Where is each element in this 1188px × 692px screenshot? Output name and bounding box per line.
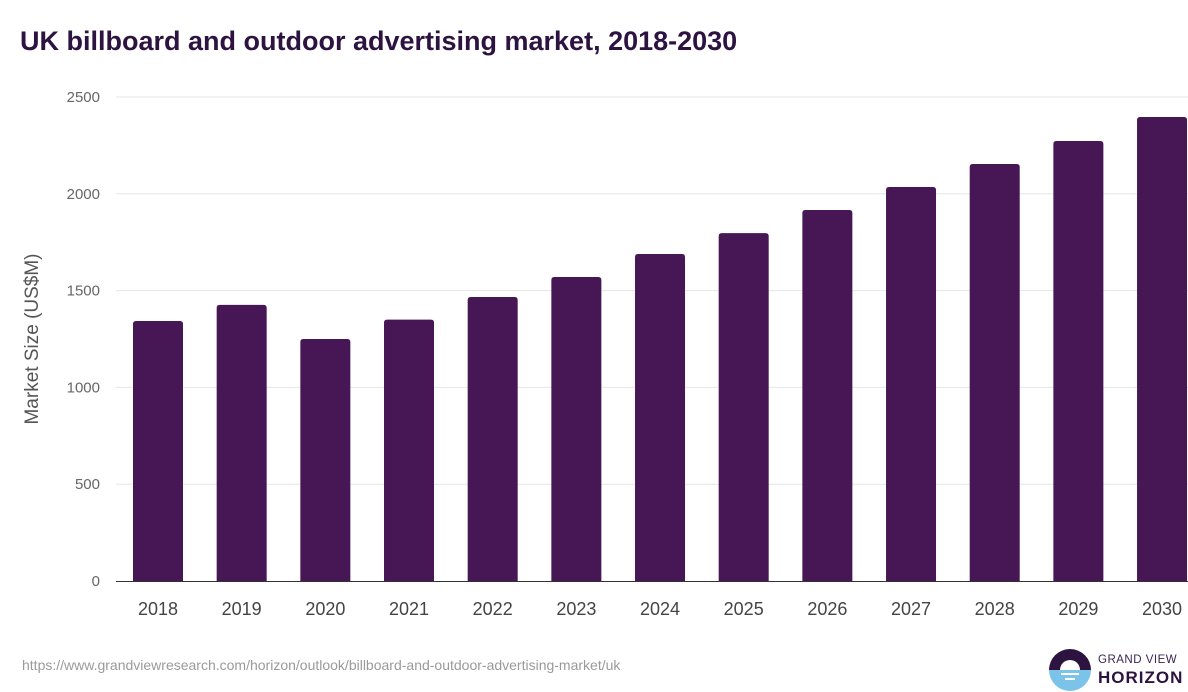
- source-url[interactable]: https://www.grandviewresearch.com/horizo…: [22, 657, 621, 673]
- x-tick-label: 2024: [640, 599, 680, 619]
- y-tick-label: 1500: [67, 283, 100, 300]
- bar-2021: [384, 319, 435, 581]
- bar-2019: [216, 304, 267, 581]
- chart-title: UK billboard and outdoor advertising mar…: [20, 26, 738, 56]
- bar-2030: [1137, 116, 1188, 582]
- y-tick-label: 1000: [67, 379, 100, 396]
- y-tick-label: 2500: [67, 89, 100, 106]
- grand-view-horizon-logo: GRAND VIEW HORIZON: [1048, 648, 1188, 692]
- bar-2024: [635, 254, 686, 582]
- bar-2022: [467, 296, 518, 581]
- x-tick-label: 2023: [556, 599, 596, 619]
- bar-2029: [1053, 140, 1104, 581]
- x-tick-label: 2029: [1058, 599, 1098, 619]
- x-tick-label: 2030: [1142, 599, 1182, 619]
- x-tick-label: 2027: [891, 599, 931, 619]
- x-tick-label: 2019: [222, 599, 262, 619]
- bar-2027: [886, 187, 937, 582]
- x-tick-label: 2022: [473, 599, 513, 619]
- x-tick-label: 2026: [807, 599, 847, 619]
- bar-2026: [802, 210, 853, 582]
- bar-2023: [551, 277, 602, 581]
- y-tick-label: 0: [92, 573, 100, 590]
- y-tick-label: 2000: [67, 186, 100, 203]
- x-tick-label: 2028: [975, 599, 1015, 619]
- x-tick-label: 2018: [138, 599, 178, 619]
- logo-text-line1: GRAND VIEW: [1098, 654, 1178, 666]
- bar-2020: [300, 339, 351, 581]
- x-tick-label: 2020: [305, 599, 345, 619]
- x-tick-label: 2025: [724, 599, 764, 619]
- bar-2025: [718, 233, 769, 581]
- bar-2028: [969, 163, 1020, 581]
- logo-text-line2: HORIZON: [1098, 668, 1184, 687]
- horizon-logo-icon: [1049, 649, 1091, 691]
- y-tick-label: 500: [75, 476, 100, 493]
- y-axis-label: Market Size (US$M): [22, 253, 43, 424]
- x-tick-label: 2021: [389, 599, 429, 619]
- bar-2018: [133, 320, 183, 581]
